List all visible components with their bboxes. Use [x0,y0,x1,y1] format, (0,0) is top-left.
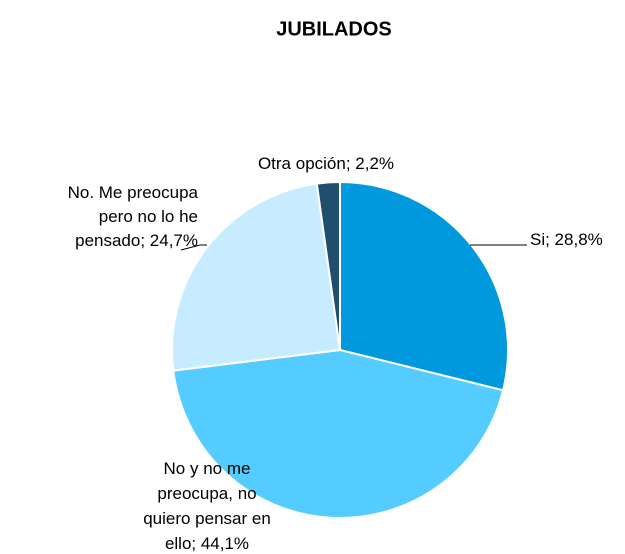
chart-title: JUBILADOS [276,18,392,40]
pie-slice [171,182,342,372]
pie-slice [339,180,509,392]
data-label: Si; 28,8% [530,230,603,249]
data-label: Otra opción; 2,2% [258,154,394,173]
data-label: No y no me preocupa, no quiero pensar en el… [143,459,271,553]
leader-line [180,244,207,251]
pie-slice [315,180,341,351]
pie-slice [172,348,505,520]
data-label: No. Me preocupa pero no lo he pensado; 24,… [68,183,199,250]
